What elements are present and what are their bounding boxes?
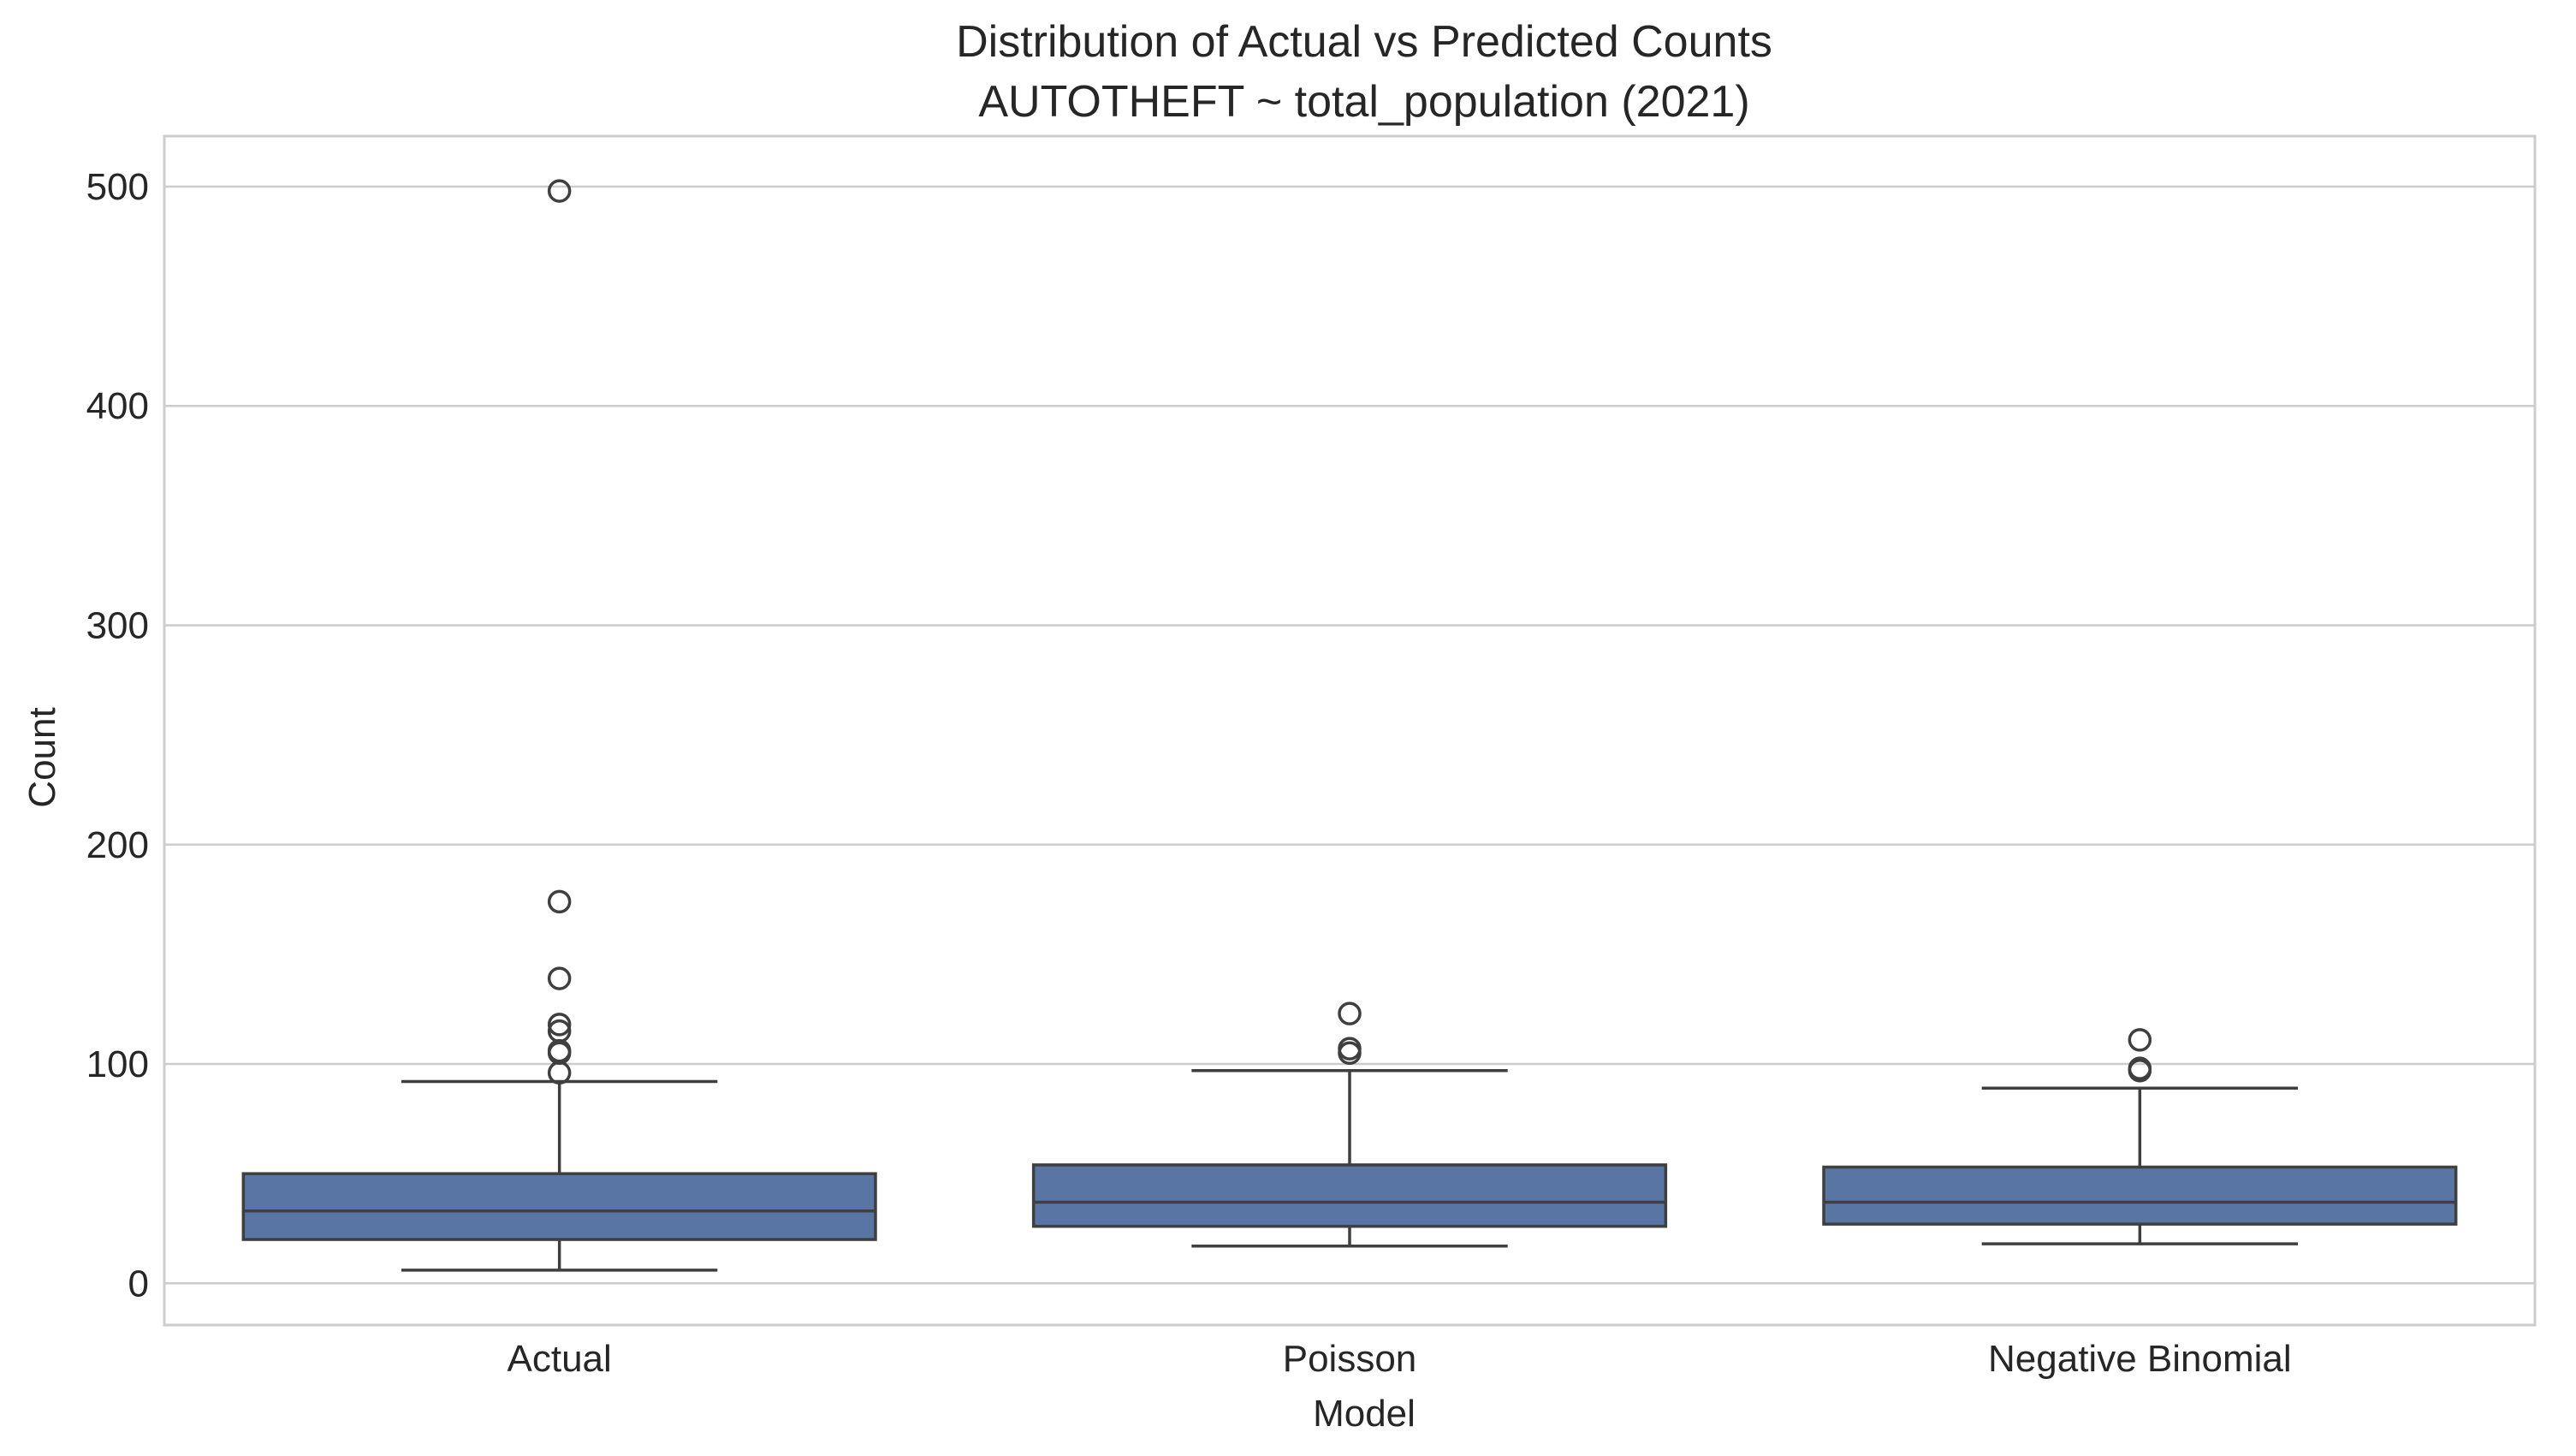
outlier-point [547, 1019, 572, 1043]
y-tick-labels: 0 100 200 300 400 500 [86, 166, 149, 1304]
outlier-point [547, 179, 572, 203]
iqr-box [241, 1172, 877, 1241]
y-tick-label: 400 [86, 385, 149, 427]
y-axis-title: Count [21, 707, 63, 807]
y-tick-label: 200 [86, 824, 149, 866]
y-tick-label: 500 [86, 166, 149, 208]
outlier-point [1338, 1001, 1362, 1025]
iqr-box [1031, 1163, 1668, 1228]
x-tick-label: Actual [507, 1338, 612, 1380]
outlier-point [547, 889, 572, 914]
x-tick-labels: Actual Poisson Negative Binomial [507, 1338, 2292, 1380]
chart-title-line2: AUTOTHEFT ~ total_population (2021) [978, 77, 1749, 127]
outlier-point [2128, 1056, 2152, 1080]
boxes [241, 179, 2458, 1272]
box-group [1822, 1028, 2458, 1245]
outlier-point [1338, 1037, 1362, 1061]
x-tick-label: Poisson [1283, 1338, 1417, 1380]
box-group [241, 179, 877, 1272]
plot-area-frame [163, 134, 2537, 1327]
outlier-point [2128, 1028, 2152, 1052]
outlier-point [547, 1013, 572, 1037]
x-tick-label: Negative Binomial [1988, 1338, 2292, 1380]
outlier-point [547, 966, 572, 990]
y-tick-label: 100 [86, 1043, 149, 1085]
y-tick-label: 300 [86, 604, 149, 646]
x-axis-title: Model [1313, 1393, 1416, 1435]
outlier-point [547, 1061, 572, 1085]
chart-title-line1: Distribution of Actual vs Predicted Coun… [956, 17, 1772, 67]
y-tick-label: 0 [128, 1263, 149, 1304]
box-group [1031, 1001, 1668, 1248]
iqr-box [1822, 1165, 2458, 1226]
